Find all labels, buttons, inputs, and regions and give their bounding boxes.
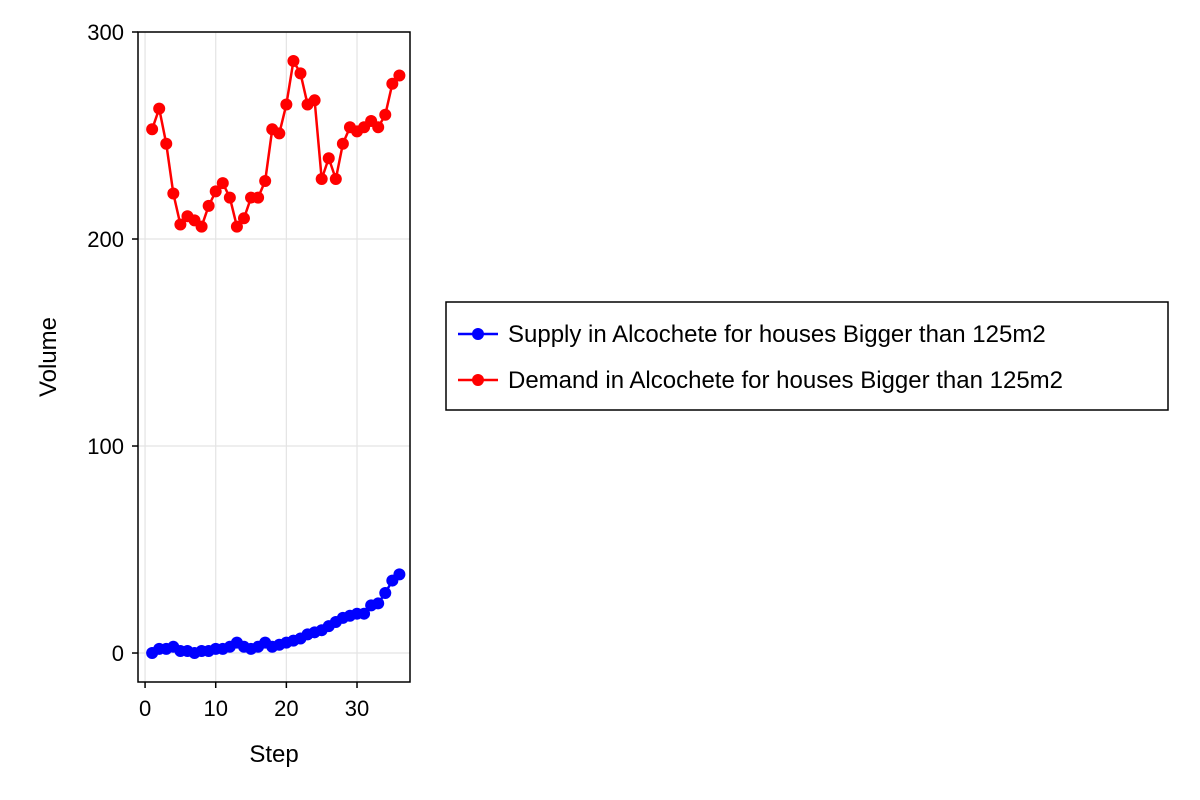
data-point bbox=[223, 191, 236, 204]
data-point bbox=[209, 185, 222, 198]
data-point bbox=[174, 218, 187, 231]
data-point bbox=[160, 137, 173, 150]
y-tick-label: 200 bbox=[87, 227, 124, 252]
data-point bbox=[294, 67, 307, 80]
data-point bbox=[372, 121, 385, 134]
plot-series bbox=[146, 54, 406, 660]
data-point bbox=[322, 152, 335, 165]
data-point bbox=[379, 586, 392, 599]
grid-lines bbox=[138, 31, 410, 682]
data-point bbox=[393, 568, 406, 581]
x-tick-label: 0 bbox=[139, 696, 151, 721]
data-point bbox=[146, 123, 159, 136]
data-point bbox=[252, 191, 265, 204]
y-tick-label: 300 bbox=[87, 20, 124, 45]
plot-frame bbox=[137, 31, 411, 683]
data-point bbox=[280, 98, 293, 111]
x-tick-label: 30 bbox=[345, 696, 369, 721]
data-point bbox=[195, 220, 208, 233]
series-demand bbox=[146, 54, 406, 233]
data-point bbox=[202, 199, 215, 212]
data-point bbox=[230, 220, 243, 233]
legend: Supply in Alcochete for houses Bigger th… bbox=[445, 301, 1169, 411]
y-axis-label: Volume bbox=[35, 317, 62, 397]
data-point bbox=[167, 187, 180, 200]
data-point bbox=[153, 102, 166, 115]
legend-box bbox=[445, 301, 1169, 411]
series-supply bbox=[146, 568, 406, 660]
data-point bbox=[329, 172, 342, 185]
data-point bbox=[273, 127, 286, 140]
data-point bbox=[237, 212, 250, 225]
legend-marker bbox=[472, 374, 484, 386]
x-axis-label: Step bbox=[249, 741, 298, 768]
y-tick-label: 0 bbox=[112, 641, 124, 666]
data-point bbox=[379, 108, 392, 121]
legend-items: Supply in Alcochete for houses Bigger th… bbox=[458, 321, 1063, 394]
series-line bbox=[150, 59, 401, 228]
data-point bbox=[308, 94, 321, 107]
x-tick-label: 20 bbox=[274, 696, 298, 721]
data-point bbox=[393, 69, 406, 82]
legend-item: Demand in Alcochete for houses Bigger th… bbox=[458, 367, 1063, 394]
data-point bbox=[216, 177, 229, 190]
legend-item: Supply in Alcochete for houses Bigger th… bbox=[458, 321, 1046, 348]
legend-label: Supply in Alcochete for houses Bigger th… bbox=[508, 321, 1046, 348]
legend-label: Demand in Alcochete for houses Bigger th… bbox=[508, 367, 1063, 394]
data-point bbox=[386, 77, 399, 90]
x-tick-label: 10 bbox=[203, 696, 227, 721]
data-point bbox=[315, 172, 328, 185]
data-point bbox=[358, 607, 371, 620]
y-tick-label: 100 bbox=[87, 434, 124, 459]
data-point bbox=[336, 137, 349, 150]
legend-marker bbox=[472, 328, 484, 340]
data-point bbox=[287, 54, 300, 67]
data-point bbox=[372, 597, 385, 610]
data-point bbox=[259, 175, 272, 188]
